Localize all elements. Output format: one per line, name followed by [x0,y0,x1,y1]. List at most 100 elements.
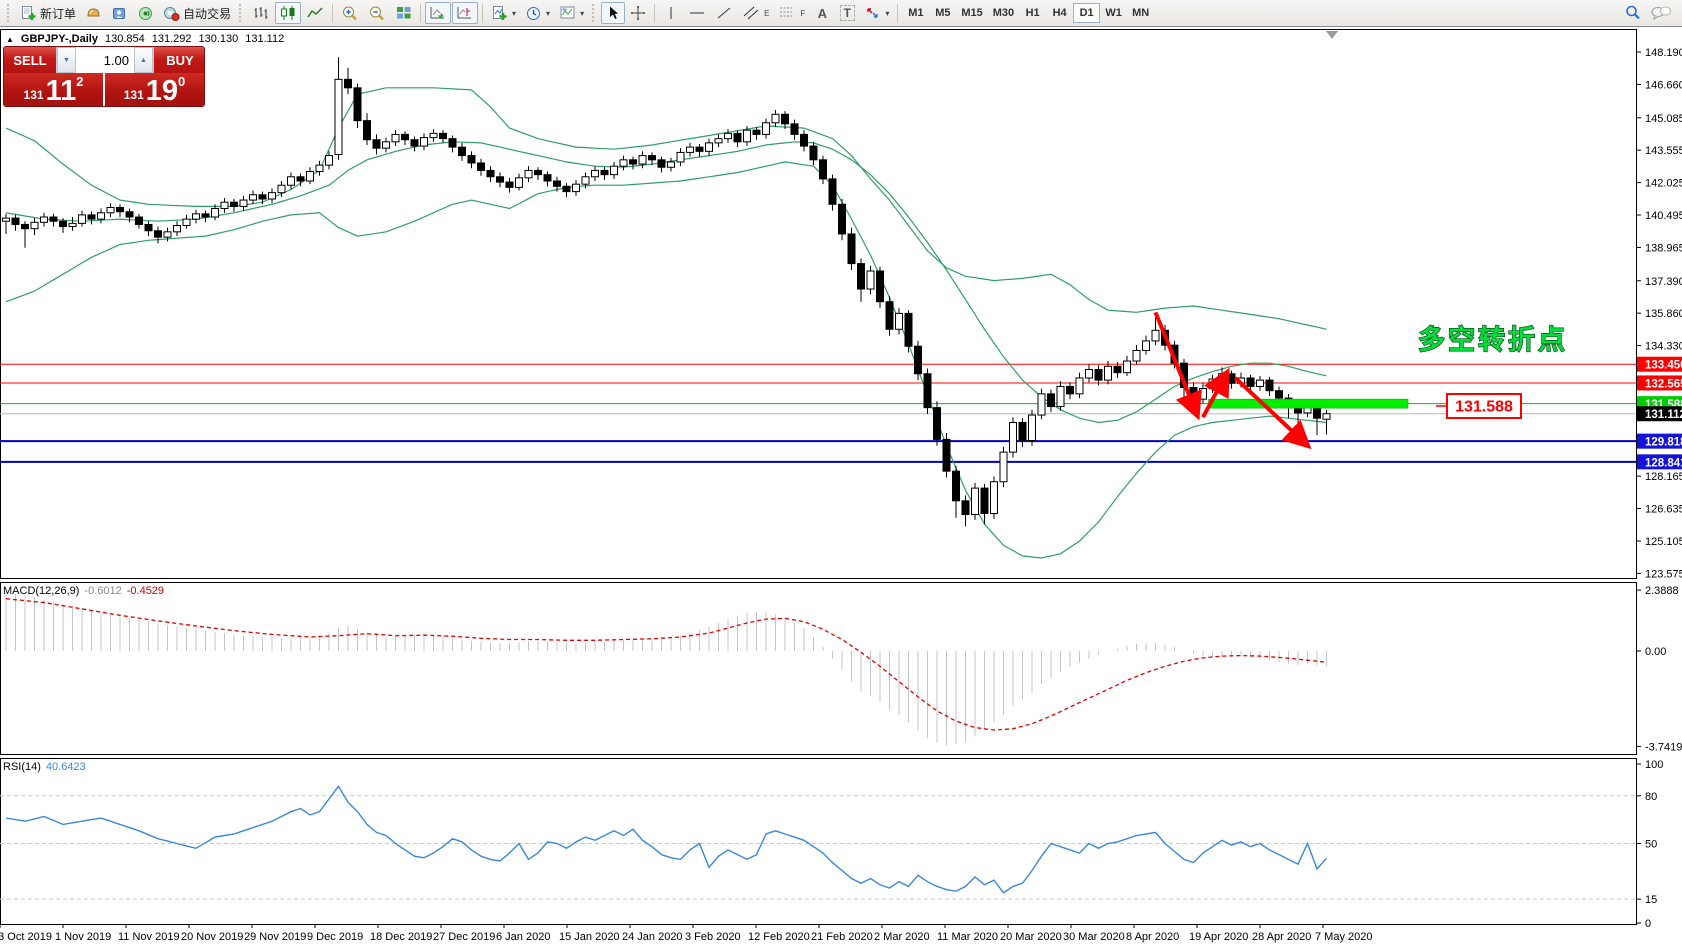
timeframe-button-W1[interactable]: W1 [1105,7,1122,19]
time-label: 18 Dec 2019 [370,931,432,943]
line-chart-icon [307,7,323,18]
price-tick: 126.635 [1645,504,1682,516]
text-label-tool-button[interactable]: T [835,2,859,24]
new-order-label: 新订单 [40,6,77,21]
text-label-tool-icon: T [839,5,855,21]
price-tick: 128.165 [1645,471,1682,483]
toolbar-grip [7,4,12,22]
sell-button[interactable]: SELL [4,47,56,73]
toolbar-grip [592,4,597,22]
market-watch-button[interactable] [81,2,106,24]
volume-decrease-button[interactable]: ▼ [57,47,76,73]
zoom-out-icon [370,6,384,20]
auto-scroll-button[interactable] [425,2,452,24]
buy-price-pips: 19 [145,75,179,107]
text-tool-button[interactable]: A [810,2,834,24]
ohlc-high: 131.292 [151,33,192,45]
zoom-in-button[interactable] [337,2,363,24]
price-tick: 143.555 [1645,145,1682,157]
ohlc-close: 131.112 [245,33,285,45]
rsi-tick: 15 [1645,894,1657,906]
timeframe-button-H1[interactable]: H1 [1025,7,1040,19]
zoom-out-button[interactable] [364,2,390,24]
price-tick: 123.575 [1645,568,1682,580]
equidistant-channel-icon [743,6,759,20]
auto-scroll-icon [430,7,445,20]
crosshair-button[interactable] [626,2,650,24]
price-badge-129.818 [1637,433,1682,449]
trend-arrow-3[interactable] [1233,376,1312,450]
volume-input[interactable] [76,47,134,73]
time-label: 28 Apr 2020 [1252,931,1311,943]
indicators-button[interactable]: ▾ [487,2,520,24]
cursor-icon [610,6,619,19]
signals-button[interactable] [133,2,158,24]
support-highlight-bar[interactable] [1208,398,1409,409]
new-order-button[interactable]: 新订单 [16,2,80,24]
price-tick: 140.495 [1645,210,1682,222]
timeframe-button-M30[interactable]: M30 [992,7,1015,19]
price-badge-128.841 [1637,454,1682,470]
timeframe-button-M5[interactable]: M5 [935,7,951,19]
bar-chart-button[interactable] [248,2,274,24]
data-window-button[interactable] [107,2,132,24]
search-icon[interactable] [1624,4,1642,22]
candlestick-chart-button[interactable] [275,2,302,24]
timeframe-button-M1[interactable]: M1 [908,7,924,19]
rsi-tick: 80 [1645,791,1657,803]
volume-increase-button[interactable]: ▲ [134,47,153,73]
timeframe-button-M15[interactable]: M15 [961,7,983,19]
crosshair-icon [631,6,646,20]
candlestick-chart-icon [281,6,295,20]
rsi-tick: 0 [1645,918,1651,930]
turning-point-annotation[interactable]: 多空转折点 [1417,323,1568,355]
price-lines[interactable] [0,363,1636,463]
timeframe-button-D1[interactable]: D1 [1073,3,1101,23]
rsi-tick: 50 [1645,839,1657,851]
time-label: 8 Apr 2020 [1126,931,1179,943]
channel-tool-button[interactable]: E [738,2,773,24]
periods-button[interactable]: ▾ [521,2,554,24]
sell-price[interactable]: 131 11 2 [4,73,103,106]
chat-icon[interactable] [1650,4,1672,22]
ohlc-open: 130.854 [104,33,145,45]
collapse-icon[interactable]: ▲ [6,35,14,44]
price-badge-text: 128.841 [1645,457,1682,469]
trendline-tool-button[interactable] [711,2,737,24]
vertical-line-icon [670,7,672,19]
symbol-title: GBPJPY-,Daily [20,33,98,45]
time-label: 7 May 2020 [1315,931,1372,943]
macd-label: MACD(12,26,9) -0.6012 -0.4529 [3,585,164,597]
arrows-tool-button[interactable]: ▾ [860,2,893,24]
time-label: 27 Dec 2019 [433,931,495,943]
line-chart-button[interactable] [302,2,328,24]
chart-shift-marker [1326,31,1338,39]
trend-arrow-1[interactable] [1153,311,1202,421]
buy-button[interactable]: BUY [154,47,204,73]
market-watch-icon [87,7,100,16]
buy-price[interactable]: 131 19 0 [105,73,204,106]
templates-icon [560,6,575,19]
fibonacci-tool-button[interactable]: F [774,2,809,24]
cursor-button[interactable] [601,2,626,24]
templates-button[interactable]: ▾ [555,2,588,24]
rsi-label: RSI(14) 40.6423 [3,761,86,773]
vertical-line-tool-button[interactable] [659,2,683,24]
tile-windows-button[interactable] [391,2,416,24]
time-label: 6 Jan 2020 [496,931,550,943]
time-label: 1 Nov 2019 [55,931,111,943]
macd-signal-line [5,598,1327,731]
horizontal-line-tool-button[interactable] [684,2,710,24]
toolbar-separator [420,3,422,23]
timeframe-button-H4[interactable]: H4 [1052,7,1067,19]
trend-arrow-2[interactable] [1201,367,1230,419]
chart-shift-button[interactable] [452,2,479,24]
chart-annotations[interactable]: 多空转折点 131.588 [1153,311,1569,450]
timeframe-button-MN[interactable]: MN [1132,7,1150,19]
fibonacci-icon [780,7,793,17]
auto-trading-button[interactable]: 自动交易 [159,2,235,24]
price-callout-box[interactable] [1446,393,1522,419]
time-label: 29 Nov 2019 [244,931,306,943]
bar-chart-icon [254,7,268,19]
price-tick: 142.025 [1645,178,1682,190]
